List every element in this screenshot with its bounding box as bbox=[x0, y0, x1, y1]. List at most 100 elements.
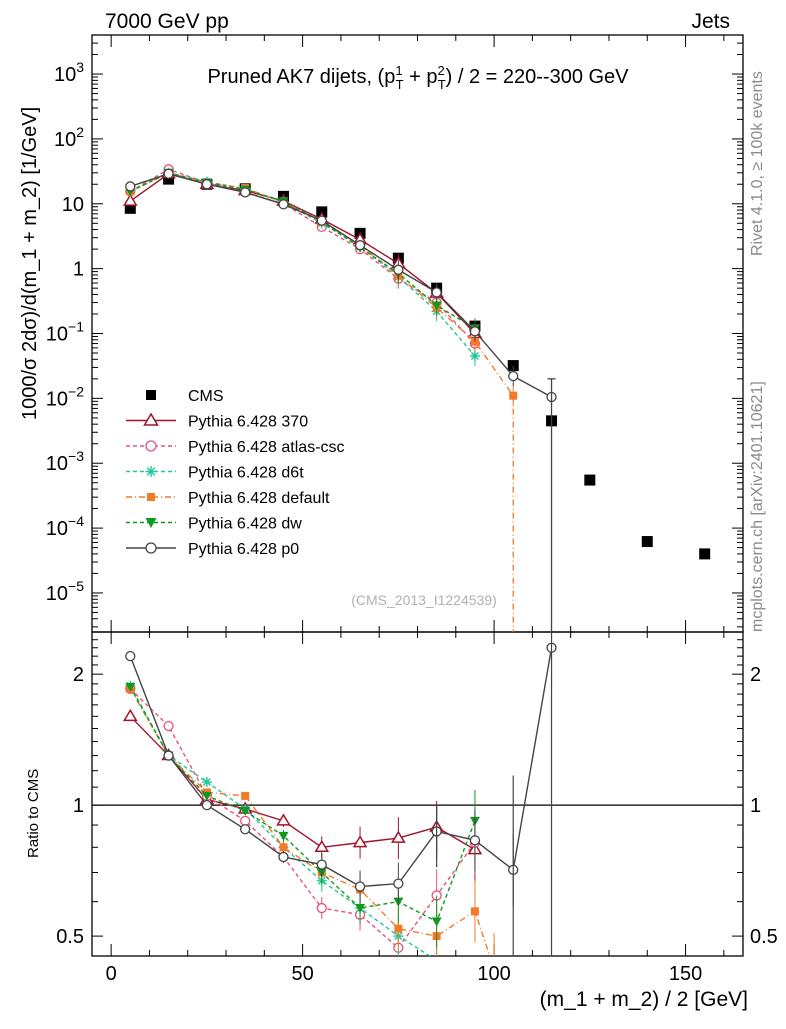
ratio-point bbox=[470, 907, 479, 916]
ratio-point bbox=[279, 843, 288, 852]
legend-label: Pythia 6.428 370 bbox=[188, 414, 308, 431]
data-point bbox=[699, 548, 711, 560]
header-left: 7000 GeV pp bbox=[105, 10, 229, 33]
ratio-plot-frame bbox=[91, 631, 744, 957]
ratio-point bbox=[431, 917, 442, 927]
data-point bbox=[507, 360, 519, 372]
data-point bbox=[469, 326, 481, 337]
ratio-series-pythia-6-428-p0 bbox=[125, 632, 557, 906]
x-ticks: 0 50 100 150 bbox=[106, 35, 725, 985]
main-y-tick-label: 10−2 bbox=[46, 383, 84, 410]
legend-marker bbox=[145, 440, 157, 452]
ratio-y-tick-label-left: 2 bbox=[73, 664, 84, 686]
ratio-point bbox=[241, 791, 250, 800]
data-point bbox=[124, 202, 136, 214]
ratio-point bbox=[276, 813, 291, 826]
data-point bbox=[393, 264, 404, 275]
ratio-point bbox=[394, 924, 403, 933]
data-point bbox=[163, 168, 174, 179]
ratio-point bbox=[352, 835, 368, 848]
ratio-point bbox=[201, 799, 213, 811]
data-point bbox=[201, 179, 213, 190]
ratio-point bbox=[201, 791, 212, 801]
legend-item-pythia-6-428-d6t: Pythia 6.428 d6t bbox=[126, 465, 304, 482]
legend-label: Pythia 6.428 dw bbox=[188, 516, 302, 533]
series-pythia-6-428-370 bbox=[122, 166, 483, 344]
main-y-tick-label: 103 bbox=[54, 59, 84, 86]
data-point bbox=[469, 350, 480, 361]
ratio-point bbox=[316, 859, 327, 870]
main-series bbox=[122, 164, 711, 632]
series-line-pythia-6-428-dw bbox=[129, 172, 476, 329]
series-pythia-6-428-default bbox=[126, 168, 518, 406]
main-y-axis-label: 1000/σ 2dσ)/d(m_1 + m_2) [1/GeV] bbox=[19, 107, 41, 420]
ratio-point bbox=[391, 830, 406, 843]
x-tick-label: 150 bbox=[669, 963, 702, 985]
ratio-y-tick-label-right: 0.5 bbox=[750, 926, 778, 948]
ratio-y-tick-label-left: 0.5 bbox=[56, 926, 84, 948]
header-right: Jets bbox=[691, 10, 730, 33]
data-point bbox=[584, 474, 596, 486]
legend-item-cms: CMS bbox=[146, 388, 224, 405]
data-point bbox=[278, 199, 289, 210]
ratio-line-pythia-6-428-dw bbox=[129, 686, 476, 923]
ratio-series bbox=[122, 632, 557, 956]
data-point bbox=[354, 240, 366, 251]
ratio-point bbox=[316, 902, 327, 914]
ratio-line-pythia-6-428-370 bbox=[129, 715, 476, 851]
ratio-y-tick-label-left: 1 bbox=[73, 795, 84, 817]
data-point bbox=[125, 181, 136, 192]
data-point bbox=[470, 337, 479, 346]
x-axis-label: (m_1 + m_2) / 2 [GeV] bbox=[540, 988, 748, 1011]
analysis-watermark: (CMS_2013_I1224539) bbox=[351, 592, 497, 608]
ratio-point bbox=[435, 955, 438, 956]
ratio-series-pythia-6-428-default bbox=[126, 684, 495, 956]
rivet-label: Rivet 4.1.0, ≥ 100k events bbox=[749, 71, 766, 256]
legend-item-pythia-6-428-dw: Pythia 6.428 dw bbox=[126, 516, 302, 533]
ratio-point bbox=[278, 851, 289, 863]
legend-item-pythia-6-428-p0: Pythia 6.428 p0 bbox=[126, 541, 299, 558]
series-line-pythia-6-428-atlas-csc bbox=[129, 168, 476, 345]
legend-marker bbox=[145, 542, 157, 554]
data-point bbox=[240, 187, 251, 198]
ratio-y-tick-label-right: 2 bbox=[750, 664, 761, 686]
ratio-point bbox=[163, 750, 174, 761]
main-y-tick-label: 10−1 bbox=[46, 319, 84, 346]
ratio-series-pythia-6-428-dw bbox=[125, 682, 480, 948]
ratio-point bbox=[393, 878, 404, 889]
ratio-point bbox=[355, 904, 366, 914]
ratio-point bbox=[240, 815, 251, 827]
series-line-pythia-6-428-p0 bbox=[130, 173, 552, 398]
ratio-ticks: 0.5 0.5 1 1 2 2 bbox=[56, 631, 778, 948]
ratio-point bbox=[240, 824, 251, 835]
legend-marker bbox=[143, 412, 159, 426]
ratio-line-pythia-6-428-d6t bbox=[129, 685, 432, 956]
legend-marker bbox=[146, 390, 156, 400]
series-pythia-6-428-dw bbox=[125, 168, 480, 339]
ratio-point bbox=[354, 881, 366, 892]
legend-marker bbox=[147, 493, 155, 501]
data-point bbox=[431, 287, 442, 298]
x-tick-label: 50 bbox=[291, 963, 313, 985]
data-point bbox=[316, 215, 327, 226]
ratio-point bbox=[469, 835, 481, 846]
legend-item-pythia-6-428-atlas-csc: Pythia 6.428 atlas-csc bbox=[126, 439, 345, 456]
main-y-tick-label: 10−4 bbox=[46, 513, 84, 540]
legend-label: Pythia 6.428 atlas-csc bbox=[188, 439, 345, 456]
ratio-point bbox=[163, 720, 174, 732]
legend-label: Pythia 6.428 p0 bbox=[188, 541, 299, 558]
data-point bbox=[163, 173, 175, 185]
main-y-tick-label: 10−5 bbox=[46, 578, 84, 605]
chart-title: Pruned AK7 dijets, (p1 T + p2 T) / 2 = 220… bbox=[207, 63, 629, 92]
data-point bbox=[641, 536, 653, 548]
ratio-point bbox=[278, 831, 289, 841]
data-point bbox=[508, 371, 519, 382]
legend-item-pythia-6-428-370: Pythia 6.428 370 bbox=[126, 412, 308, 431]
series-line-pythia-6-428-370 bbox=[129, 173, 476, 334]
series-line-pythia-6-428-d6t bbox=[129, 172, 476, 357]
series-pythia-6-428-atlas-csc bbox=[125, 164, 481, 354]
legend-item-pythia-6-428-default: Pythia 6.428 default bbox=[126, 490, 330, 507]
data-point bbox=[122, 193, 138, 206]
